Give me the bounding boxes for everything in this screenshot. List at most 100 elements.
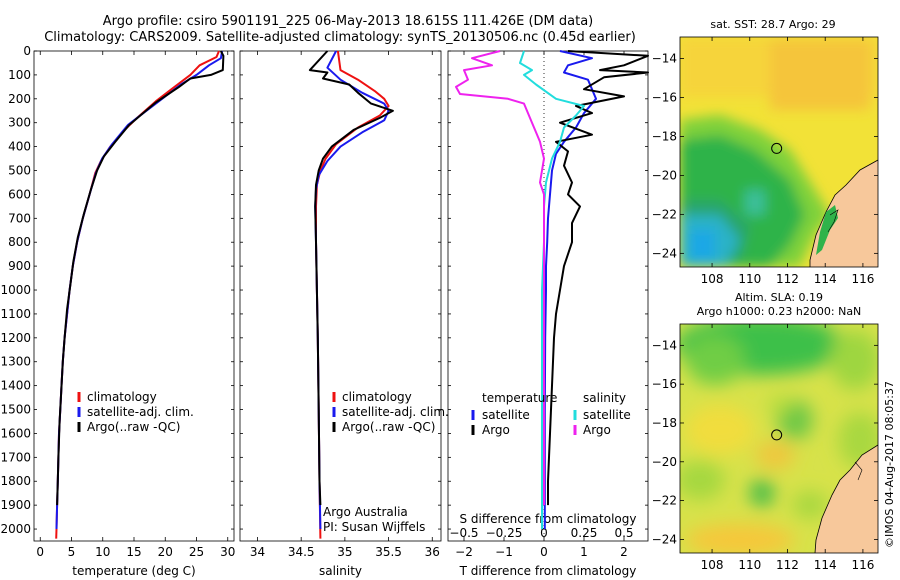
sla-map-title-line1: Altim. SLA: 0.19	[735, 291, 823, 304]
sla-map-panel: Altim. SLA: 0.19 Argo h1000: 0.23 h2000:…	[652, 291, 879, 572]
sst-map-ticks: 108 110 112 114 116 −14 −16 −18 −20 −22 −24	[652, 37, 878, 286]
map-x-tick-label: 116	[851, 272, 874, 286]
x-tick-label: 35	[337, 545, 352, 559]
s-tick-label: −0.25	[486, 526, 523, 540]
map-y-tick-label: −20	[652, 168, 677, 182]
sst-map-panel: sat. SST: 28.7 Argo: 29 108 110 112 114 116 −…	[652, 18, 879, 286]
salinity-profile-frame	[239, 50, 442, 542]
x-tick-label: 25	[189, 545, 204, 559]
x-tick-label: −1	[495, 545, 513, 559]
map-x-tick-label: 110	[738, 558, 761, 572]
map-x-tick-label: 108	[701, 272, 724, 286]
legend-heading-salinity: salinity	[583, 391, 626, 405]
y-tick-label: 1900	[0, 498, 31, 512]
imos-credit: ©IMOS 04-Aug-2017 08:05:37	[883, 381, 896, 548]
legend-label: Argo(..raw -QC)	[342, 420, 435, 434]
sla-map-field	[680, 324, 878, 553]
legend-heading-temperature: temperature	[482, 391, 557, 405]
map-y-tick-label: −18	[652, 129, 677, 143]
y-tick-label: 100	[8, 68, 31, 82]
map-y-tick-label: −18	[652, 416, 677, 430]
x-tick-label: 20	[158, 545, 173, 559]
map-y-tick-label: −24	[652, 532, 677, 546]
map-x-tick-label: 110	[738, 272, 761, 286]
s-tick-label: 0.25	[571, 526, 598, 540]
x-tick-label: 34.5	[288, 545, 315, 559]
sla-map-title-line2: Argo h1000: 0.23 h2000: NaN	[697, 305, 862, 318]
series-line-satellite-adj-clim-	[314, 50, 390, 530]
map-x-tick-label: 114	[814, 558, 837, 572]
x-tick-label: 1	[580, 545, 588, 559]
series-line-temperature-argo	[547, 50, 649, 506]
map-x-tick-label: 114	[814, 272, 837, 286]
s-tick-label: 0	[540, 526, 548, 540]
y-tick-label: 2000	[0, 522, 31, 536]
sst-map-field	[680, 37, 878, 267]
x-axis-label: T difference from climatology	[459, 564, 637, 578]
pi-note: PI: Susan Wijffels	[323, 520, 425, 534]
difference-panel: −2 −1 0 1 2 T difference from climatology −0.5…	[447, 50, 649, 578]
series-line-argo-raw-qc-	[308, 50, 394, 506]
sst-land	[810, 160, 878, 267]
y-tick-label: 1600	[0, 426, 31, 440]
y-tick-label: 1500	[0, 403, 31, 417]
x-tick-label: 36	[425, 545, 440, 559]
sla-land	[815, 445, 878, 553]
series-line-argo-raw-qc-	[56, 50, 225, 506]
x-tick-label: 5	[68, 545, 76, 559]
map-x-tick-label: 108	[701, 558, 724, 572]
x-tick-label: 0	[36, 545, 44, 559]
sst-map-title: sat. SST: 28.7 Argo: 29	[710, 18, 835, 31]
y-tick-label: 1200	[0, 331, 31, 345]
y-tick-label: 700	[8, 211, 31, 225]
x-tick-label: −2	[455, 545, 473, 559]
map-y-tick-label: −22	[652, 494, 677, 508]
map-x-tick-label: 112	[776, 558, 799, 572]
x-tick-label: 30	[220, 545, 235, 559]
figure-title-line2: Climatology: CARS2009. Satellite-adjuste…	[44, 30, 636, 45]
x-tick-label: 15	[126, 545, 141, 559]
x-tick-label: 2	[620, 545, 628, 559]
y-tick-label: 0	[23, 44, 31, 58]
map-x-tick-label: 116	[851, 558, 874, 572]
series-line-temperature-satellite	[543, 50, 597, 529]
legend-label: Argo	[482, 423, 510, 437]
y-tick-label: 600	[8, 187, 31, 201]
salinity-panel: 34 34.5 35 35.5 36 salinity climatologysatelli…	[239, 50, 449, 578]
map-y-tick-label: −20	[652, 455, 677, 469]
legend-label: Argo	[583, 423, 611, 437]
x-tick-label: 35.5	[375, 545, 402, 559]
series-line-salinity-satellite	[519, 50, 585, 529]
y-tick-label: 200	[8, 92, 31, 106]
sla-map-ticks: 108 110 112 114 116 −14 −16 −18 −20 −22 −24	[652, 324, 878, 572]
y-tick-label: 800	[8, 235, 31, 249]
x-axis-label: temperature (deg C)	[72, 564, 195, 578]
y-tick-label: 1700	[0, 450, 31, 464]
map-y-tick-label: −16	[652, 377, 677, 391]
y-tick-label: 1400	[0, 379, 31, 393]
map-y-tick-label: −16	[652, 90, 677, 104]
series-line-climatology	[55, 50, 220, 539]
legend-label: satellite	[482, 408, 530, 422]
temperature-profile-frame	[33, 50, 235, 542]
figure-title-line1: Argo profile: csiro 5901191_225 06-May-2…	[103, 14, 594, 29]
difference-profile-frame	[447, 50, 649, 542]
y-tick-label: 900	[8, 259, 31, 273]
y-tick-label: 500	[8, 164, 31, 178]
legend-label: climatology	[87, 390, 157, 404]
x-tick-label: 10	[95, 545, 110, 559]
y-tick-label: 400	[8, 140, 31, 154]
map-y-tick-label: −22	[652, 207, 677, 221]
map-y-tick-label: −14	[652, 338, 677, 352]
x-tick-label: 34	[250, 545, 265, 559]
y-tick-label: 300	[8, 116, 31, 130]
series-line-salinity-argo	[455, 50, 545, 506]
s-tick-label: 0.5	[614, 526, 633, 540]
legend-label: satellite	[583, 408, 631, 422]
y-tick-label: 1000	[0, 283, 31, 297]
y-tick-label: 1300	[0, 355, 31, 369]
temperature-panel: 0100200300400500600700800900100011001200…	[0, 44, 235, 578]
map-y-tick-label: −24	[652, 246, 677, 260]
x-tick-label: 0	[540, 545, 548, 559]
